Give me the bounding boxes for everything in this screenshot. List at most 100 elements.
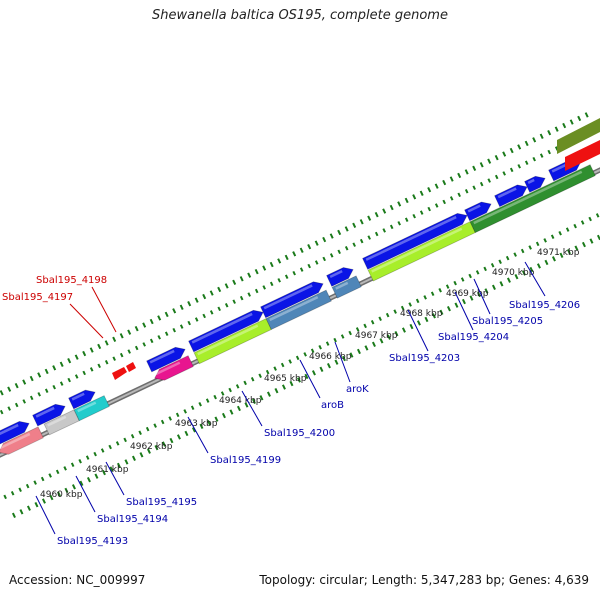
scale-label: 4969 kbp: [446, 289, 489, 299]
tick-mark: [344, 226, 349, 232]
tick-mark: [565, 227, 570, 232]
gene-label-leader: [241, 390, 263, 427]
forward-gene-arrow-shine: [497, 187, 517, 199]
scale-label: 4968 kbp: [400, 309, 443, 319]
tick-mark: [487, 158, 492, 164]
tick-mark: [352, 242, 356, 247]
tick-mark: [154, 444, 159, 451]
tick-mark: [280, 362, 285, 368]
tick-mark: [64, 487, 69, 494]
tick-mark: [506, 277, 511, 283]
gene-label-leader: [454, 291, 474, 331]
forward-gene-arrow-body: [362, 212, 468, 270]
tick-mark: [74, 354, 79, 360]
gene-label: Sbal195_4198: [36, 275, 107, 286]
tick-mark: [544, 259, 549, 266]
tick-mark: [19, 509, 24, 515]
tick-mark: [468, 273, 472, 279]
tick-mark: [379, 338, 384, 344]
tick-mark: [292, 270, 296, 276]
tick-mark: [7, 406, 11, 411]
tick-mark: [409, 323, 414, 330]
forward-gene-arrow-body: [494, 184, 528, 208]
red-small-gene-body: [112, 367, 127, 380]
gene-label-leader: [35, 495, 56, 535]
tick-mark: [142, 322, 147, 328]
upper-tick-row-inner: [0, 128, 596, 415]
tick-mark: [378, 316, 382, 321]
pink-gene-block-body: [0, 426, 44, 455]
tick-mark: [59, 361, 64, 367]
tick-mark: [70, 462, 75, 468]
steelblue-gene-block-body: [265, 289, 332, 331]
tick-mark: [464, 169, 469, 175]
tick-mark: [149, 338, 154, 344]
cyan-gene-block: [73, 395, 110, 422]
tick-mark: [94, 473, 99, 479]
tick-mark: [169, 437, 174, 444]
tick-mark: [127, 329, 132, 335]
forward-gene-arrow-body: [260, 281, 324, 319]
scale-label: 4960 kbp: [40, 490, 83, 500]
tick-mark: [41, 498, 46, 504]
tick-mark: [367, 235, 371, 240]
tick-mark: [277, 258, 282, 264]
tick-mark: [389, 224, 394, 230]
forward-gene-arrow-shine: [467, 204, 481, 213]
tick-mark: [63, 466, 67, 471]
tick-mark: [445, 284, 450, 289]
gene-label-leader: [473, 278, 491, 315]
forward-gene-arrow: [146, 346, 186, 373]
tick-mark: [101, 469, 106, 476]
darkgreen-gene-block-body: [469, 164, 596, 234]
tick-mark: [509, 167, 514, 173]
tick-mark: [484, 288, 489, 294]
red-gene-block: [565, 140, 600, 171]
tick-mark: [475, 270, 480, 275]
red-small-gene: [112, 362, 136, 380]
tick-mark: [490, 263, 495, 268]
feature-layer: [0, 118, 600, 455]
tick-mark: [472, 185, 476, 190]
scale-label: 4961 kbp: [86, 465, 129, 475]
tick-mark: [89, 367, 94, 372]
tick-mark: [535, 241, 540, 247]
tick-mark: [221, 412, 226, 419]
cyan-gene-block-body: [73, 395, 110, 422]
tick-mark: [514, 273, 519, 280]
tick-mark: [307, 263, 311, 269]
tick-mark: [44, 368, 49, 375]
forward-gene-arrow-body: [0, 420, 30, 445]
forward-gene-arrow-body: [188, 309, 264, 353]
tick-mark: [472, 165, 477, 172]
tick-mark: [289, 380, 294, 387]
tick-mark: [588, 216, 592, 222]
tick-mark: [311, 370, 316, 376]
tick-mark: [394, 330, 399, 337]
lime-gene-block-shine: [197, 324, 259, 356]
tick-mark: [97, 363, 101, 369]
tick-mark: [52, 365, 57, 371]
tick-mark: [494, 174, 499, 180]
tick-mark: [292, 251, 297, 257]
gene-label: Sbal195_4197: [2, 292, 73, 303]
tick-mark: [349, 352, 354, 358]
lime-gene-block-2-shine: [371, 227, 463, 273]
forward-gene-arrow-body: [524, 175, 546, 193]
tick-mark: [307, 244, 312, 250]
tick-mark: [25, 483, 30, 489]
tick-mark: [284, 274, 289, 279]
tick-mark: [520, 248, 525, 254]
tick-mark: [532, 156, 536, 162]
gene-label: Sbal195_4204: [438, 332, 509, 343]
tick-mark: [528, 245, 532, 250]
tick-mark: [352, 222, 357, 229]
tick-mark: [202, 313, 206, 319]
forward-gene-arrow-shine: [0, 423, 19, 436]
tick-mark: [487, 178, 491, 183]
tick-mark: [112, 336, 117, 343]
tick-mark: [284, 254, 289, 261]
tick-mark: [374, 211, 379, 218]
